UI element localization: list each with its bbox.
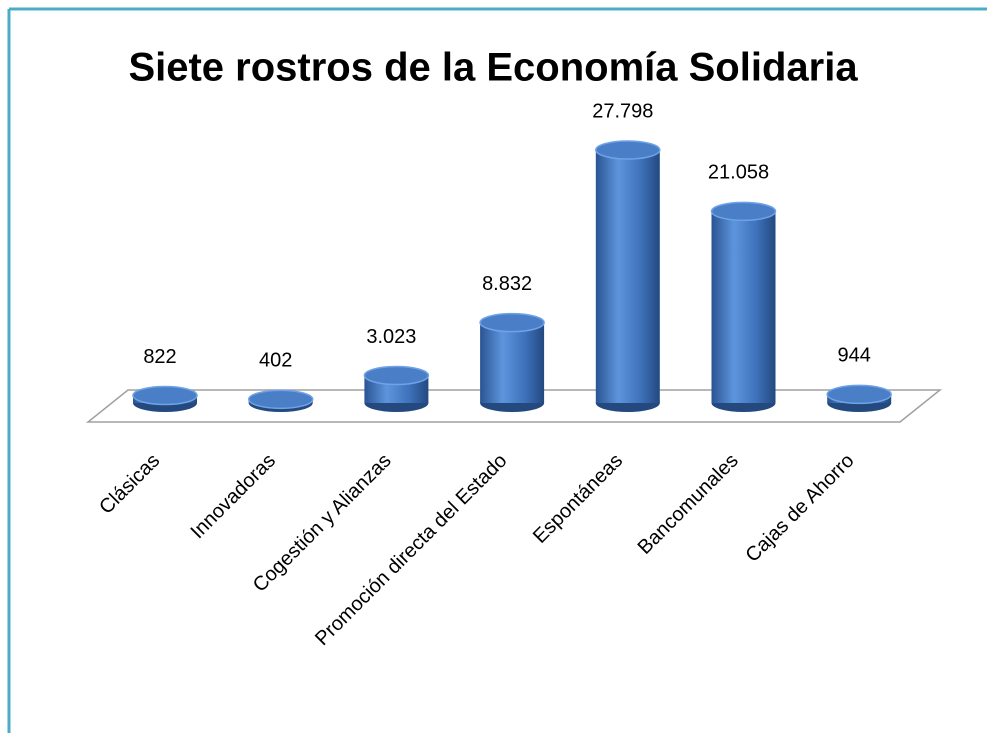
cylinder-top <box>132 385 198 406</box>
data-label: 8.832 <box>482 273 532 295</box>
cylinder <box>363 365 430 412</box>
cylinder <box>826 384 892 412</box>
data-label: 21.058 <box>708 162 769 184</box>
bar <box>595 150 660 403</box>
cylinder-top <box>826 384 892 405</box>
bar <box>480 322 545 403</box>
data-label: 3.023 <box>366 326 416 348</box>
cylinder <box>479 312 545 412</box>
cylinder-top <box>479 312 545 333</box>
cylinder <box>247 389 314 412</box>
cylinder-top <box>595 140 661 160</box>
data-label: 822 <box>143 346 176 368</box>
cylinder <box>132 385 198 412</box>
cylinder-top <box>247 389 314 410</box>
cylinder-top <box>710 201 777 222</box>
bar <box>711 211 776 403</box>
cylinder-top <box>363 365 430 386</box>
cylinder <box>595 140 661 412</box>
chart-title: Siete rostros de la Economía Solidaria <box>128 46 858 90</box>
data-label: 944 <box>838 345 871 367</box>
cylinder <box>710 201 777 412</box>
data-label: 402 <box>259 350 292 372</box>
data-label: 27.798 <box>592 100 653 122</box>
